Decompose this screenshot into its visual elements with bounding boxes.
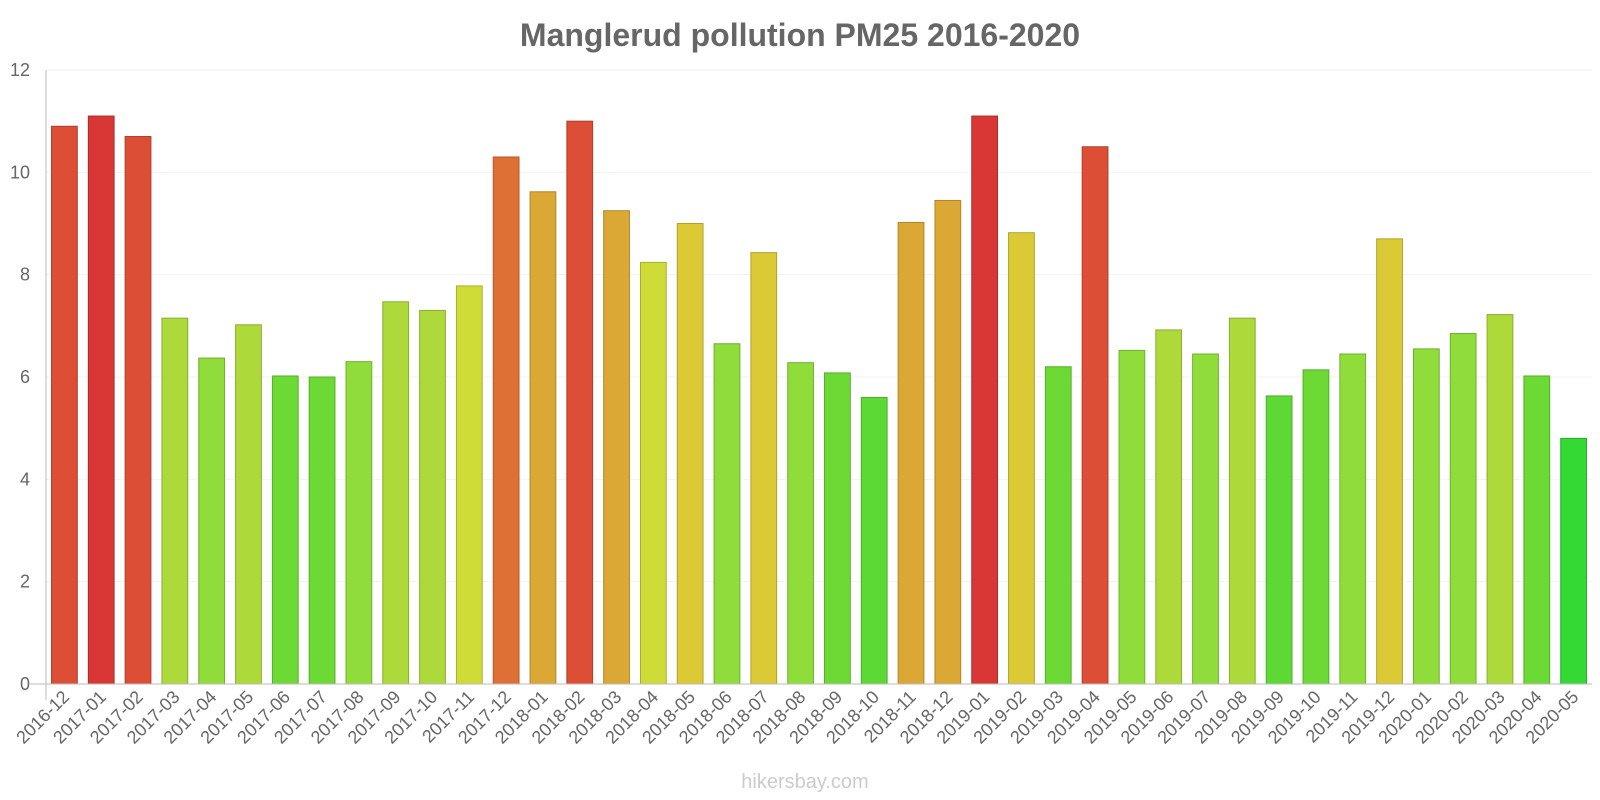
bar-2017-07[interactable] (308, 376, 336, 685)
bar-2019-10[interactable] (1302, 369, 1330, 685)
bar-2017-08[interactable] (345, 361, 373, 685)
bar-2016-12[interactable] (51, 125, 78, 685)
bar-2018-06[interactable] (713, 343, 741, 685)
bar-2019-04[interactable] (1081, 146, 1109, 685)
bar-2017-03[interactable] (161, 317, 189, 685)
bar-2019-06[interactable] (1155, 329, 1183, 685)
bar-2020-05[interactable] (1560, 437, 1587, 685)
bar-2018-09[interactable] (824, 372, 851, 685)
bar-2019-12[interactable] (1376, 238, 1403, 685)
bar-2019-01[interactable] (971, 115, 999, 685)
bar-2018-07[interactable] (750, 252, 778, 685)
y-tick-label: 4 (20, 469, 30, 489)
axes (30, 70, 1592, 700)
bar-2017-10[interactable] (419, 309, 446, 685)
bar-2018-01[interactable] (529, 191, 557, 685)
y-tick-label: 0 (20, 674, 30, 694)
bars (51, 115, 1587, 685)
bar-2017-06[interactable] (271, 375, 299, 685)
credit-watermark: hikersbay.com (741, 771, 868, 793)
bar-2018-05[interactable] (676, 223, 704, 685)
bar-2018-04[interactable] (639, 261, 667, 685)
y-tick-label: 6 (20, 367, 30, 387)
bar-2017-09[interactable] (382, 301, 410, 685)
bar-2019-05[interactable] (1118, 349, 1146, 685)
bar-2019-03[interactable] (1044, 366, 1072, 685)
bar-2018-10[interactable] (860, 396, 888, 685)
bar-2017-02[interactable] (124, 136, 152, 685)
bar-2018-03[interactable] (603, 210, 630, 685)
chart-title: Manglerud pollution PM25 2016-2020 (520, 17, 1080, 53)
bar-2020-01[interactable] (1412, 348, 1440, 685)
bar-2019-02[interactable] (1008, 232, 1035, 685)
y-tick-label: 12 (10, 60, 30, 80)
bar-2018-02[interactable] (566, 120, 594, 685)
bar-2020-03[interactable] (1486, 314, 1514, 685)
bar-2017-12[interactable] (492, 156, 520, 685)
y-tick-label: 8 (20, 265, 30, 285)
bar-2019-09[interactable] (1265, 395, 1293, 685)
y-tick-label: 10 (10, 162, 30, 182)
bar-2019-08[interactable] (1228, 317, 1256, 685)
bar-2018-12[interactable] (934, 199, 962, 685)
bar-2017-04[interactable] (198, 357, 226, 685)
bar-2017-11[interactable] (455, 285, 483, 685)
x-axis-ticks: 2016-122017-012017-022017-032017-042017-… (12, 687, 1582, 748)
bar-2019-11[interactable] (1339, 353, 1367, 685)
y-tick-label: 2 (20, 572, 30, 592)
y-axis-ticks: 0 2 4 6 8 10 12 (10, 60, 30, 694)
bar-2017-01[interactable] (87, 115, 115, 685)
bar-2020-02[interactable] (1449, 333, 1477, 685)
bar-2017-05[interactable] (235, 324, 262, 685)
bar-2020-04[interactable] (1523, 375, 1551, 685)
bar-2018-08[interactable] (787, 362, 814, 685)
bar-2019-07[interactable] (1192, 353, 1219, 685)
bar-2018-11[interactable] (897, 221, 925, 685)
grid-lines (46, 69, 1592, 583)
